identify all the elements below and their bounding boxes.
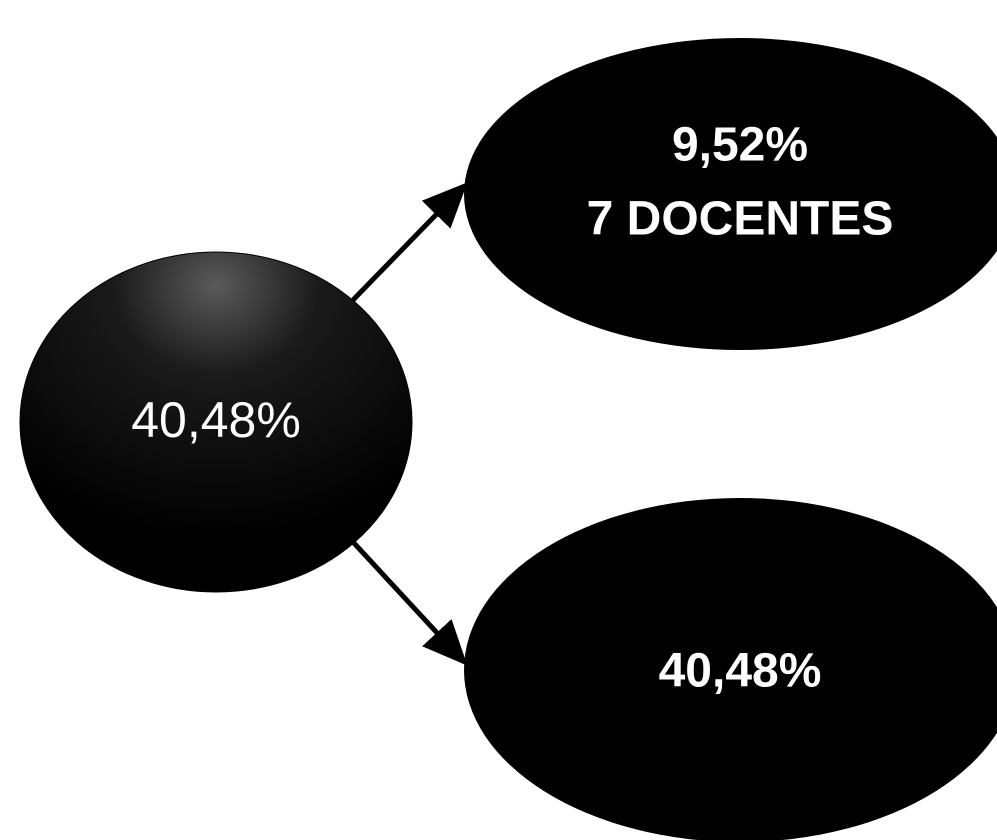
top-node-count: 7 DOCENTES [587,193,894,246]
bottom-node: 40,48% [464,498,997,840]
top-node-shape [464,38,997,350]
top-node-percent: 9,52% [672,119,808,172]
source-node: 40,48% [19,251,413,593]
bottom-node-label: 40,48% [659,645,822,698]
arrow-to-bottom-node [351,540,468,666]
top-node: 9,52% 7 DOCENTES [464,38,997,350]
arrow-to-top-node [351,182,468,302]
bottom-node-shape [464,498,997,840]
source-node-shape [19,251,413,593]
source-node-label: 40,48% [131,392,301,448]
